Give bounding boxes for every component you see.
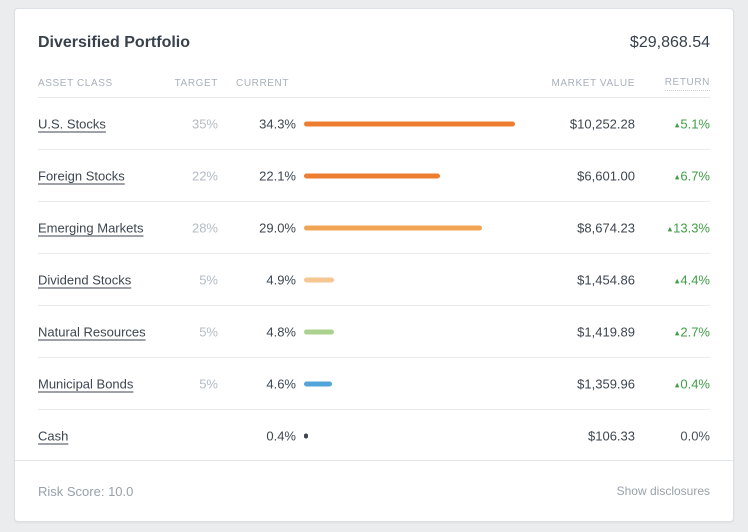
column-header-market-value: MARKET VALUE <box>551 78 635 89</box>
column-header-current: CURRENT <box>236 78 290 89</box>
portfolio-total-value: $29,868.54 <box>629 33 710 51</box>
return-value: ▴4.4% <box>675 273 710 288</box>
return-value: ▴13.3% <box>668 221 710 236</box>
allocation-bar <box>304 329 334 335</box>
up-arrow-icon: ▴ <box>674 275 680 286</box>
allocation-bar <box>304 277 334 283</box>
table-row: Emerging Markets 28% 29.0% $8,674.23 ▴13… <box>15 202 733 254</box>
current-value: 4.9% <box>266 272 296 288</box>
allocation-bar <box>304 173 440 179</box>
return-percent: 6.7% <box>680 168 710 184</box>
table-column-headers: ASSET CLASS TARGET CURRENT MARKET VALUE … <box>15 53 733 98</box>
asset-class-link[interactable]: Dividend Stocks <box>38 272 132 288</box>
column-header-return[interactable]: RETURN <box>664 77 710 91</box>
asset-class-link[interactable]: Foreign Stocks <box>38 168 125 184</box>
return-percent: 13.3% <box>673 220 710 236</box>
table-row: U.S. Stocks 35% 34.3% $10,252.28 ▴5.1% <box>15 98 733 150</box>
target-value: 5% <box>199 272 218 288</box>
up-arrow-icon: ▴ <box>674 171 680 182</box>
column-header-asset-class: ASSET CLASS <box>38 78 113 89</box>
market-value: $10,252.28 <box>569 116 635 132</box>
return-value: ▴2.7% <box>675 325 710 340</box>
card-header: Diversified Portfolio $29,868.54 <box>15 9 733 53</box>
up-arrow-icon: ▴ <box>674 119 680 130</box>
asset-class-link[interactable]: U.S. Stocks <box>38 116 106 132</box>
asset-class-link[interactable]: Cash <box>38 428 69 444</box>
return-percent: 0.0% <box>680 428 710 444</box>
page-title: Diversified Portfolio <box>38 33 191 51</box>
return-percent: 4.4% <box>680 272 710 288</box>
return-percent: 5.1% <box>680 116 710 132</box>
allocation-bar <box>304 433 308 439</box>
up-arrow-icon: ▴ <box>667 223 673 234</box>
show-disclosures-link[interactable]: Show disclosures <box>616 484 710 498</box>
card-footer: Risk Score: 10.0 Show disclosures <box>15 460 733 521</box>
current-value: 34.3% <box>259 116 296 132</box>
return-value: ▴5.1% <box>675 117 710 132</box>
market-value: $106.33 <box>588 428 635 444</box>
market-value: $6,601.00 <box>577 168 635 184</box>
allocation-bar <box>304 225 482 231</box>
current-value: 4.8% <box>266 324 296 340</box>
current-value: 22.1% <box>259 168 296 184</box>
allocation-bar <box>304 381 332 387</box>
column-header-target: TARGET <box>174 78 218 89</box>
target-value: 5% <box>199 376 218 392</box>
asset-class-link[interactable]: Municipal Bonds <box>38 376 134 392</box>
table-row: Natural Resources 5% 4.8% $1,419.89 ▴2.7… <box>15 306 733 358</box>
allocation-bar <box>304 121 515 127</box>
table-row: Foreign Stocks 22% 22.1% $6,601.00 ▴6.7% <box>15 150 733 202</box>
market-value: $1,419.89 <box>577 324 635 340</box>
market-value: $8,674.23 <box>577 220 635 236</box>
market-value: $1,454.86 <box>577 272 635 288</box>
current-value: 0.4% <box>266 428 296 444</box>
risk-score-label: Risk Score: 10.0 <box>38 483 134 499</box>
table-row: Municipal Bonds 5% 4.6% $1,359.96 ▴0.4% <box>15 358 733 410</box>
target-value: 5% <box>199 324 218 340</box>
asset-class-link[interactable]: Natural Resources <box>38 324 146 340</box>
return-value: 0.0% <box>680 429 710 444</box>
portfolio-card: Diversified Portfolio $29,868.54 ASSET C… <box>14 8 734 522</box>
current-value: 29.0% <box>259 220 296 236</box>
table-rows: U.S. Stocks 35% 34.3% $10,252.28 ▴5.1% F… <box>15 98 733 462</box>
up-arrow-icon: ▴ <box>674 327 680 338</box>
up-arrow-icon: ▴ <box>674 379 680 390</box>
return-percent: 2.7% <box>680 324 710 340</box>
target-value: 22% <box>191 168 218 184</box>
return-value: ▴0.4% <box>675 377 710 392</box>
table-row: Cash 0.4% $106.33 0.0% <box>15 410 733 462</box>
target-value: 35% <box>191 116 218 132</box>
current-value: 4.6% <box>266 376 296 392</box>
return-value: ▴6.7% <box>675 169 710 184</box>
asset-class-link[interactable]: Emerging Markets <box>38 220 144 236</box>
market-value: $1,359.96 <box>577 376 635 392</box>
return-percent: 0.4% <box>680 376 710 392</box>
target-value: 28% <box>191 220 218 236</box>
table-row: Dividend Stocks 5% 4.9% $1,454.86 ▴4.4% <box>15 254 733 306</box>
